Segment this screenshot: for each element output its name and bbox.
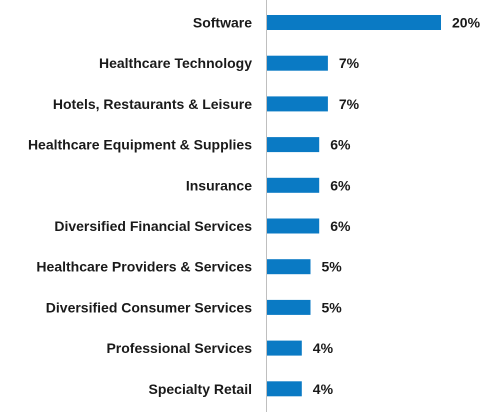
bar-1 — [267, 15, 441, 30]
bar-5 — [267, 177, 320, 193]
category-label-6: Diversified Financial Services — [54, 218, 252, 234]
bar-6 — [267, 218, 320, 234]
bar-8 — [267, 299, 311, 315]
value-label-7: 5% — [322, 259, 343, 275]
category-label-1: Software — [193, 15, 252, 31]
bar-10 — [267, 381, 302, 397]
value-label-4: 6% — [330, 137, 351, 153]
category-label-10: Specialty Retail — [149, 381, 253, 397]
category-label-5: Insurance — [186, 177, 252, 193]
value-label-8: 5% — [322, 299, 343, 315]
bar-3 — [267, 96, 328, 112]
bar-9 — [267, 340, 302, 356]
bars-group — [267, 15, 441, 397]
category-label-4: Healthcare Equipment & Supplies — [28, 137, 252, 153]
bar-4 — [267, 137, 320, 153]
category-label-3: Hotels, Restaurants & Leisure — [53, 96, 252, 112]
category-labels-group: Software Healthcare Technology Hotels, Res… — [28, 15, 252, 397]
category-label-2: Healthcare Technology — [99, 55, 252, 71]
category-label-8: Diversified Consumer Services — [46, 299, 252, 315]
category-label-7: Healthcare Providers & Services — [36, 259, 252, 275]
value-label-6: 6% — [330, 218, 351, 234]
value-label-9: 4% — [313, 340, 334, 356]
value-label-10: 4% — [313, 381, 334, 397]
bar-7 — [267, 259, 311, 275]
bar-2 — [267, 55, 328, 71]
value-label-2: 7% — [339, 55, 360, 71]
category-label-9: Professional Services — [106, 340, 252, 356]
value-label-1: 20% — [452, 15, 481, 31]
value-label-3: 7% — [339, 96, 360, 112]
value-labels-group: 20% 7% 7% 6% 6% 6% 5% 5% 4% 4% — [313, 15, 481, 397]
value-label-5: 6% — [330, 177, 351, 193]
